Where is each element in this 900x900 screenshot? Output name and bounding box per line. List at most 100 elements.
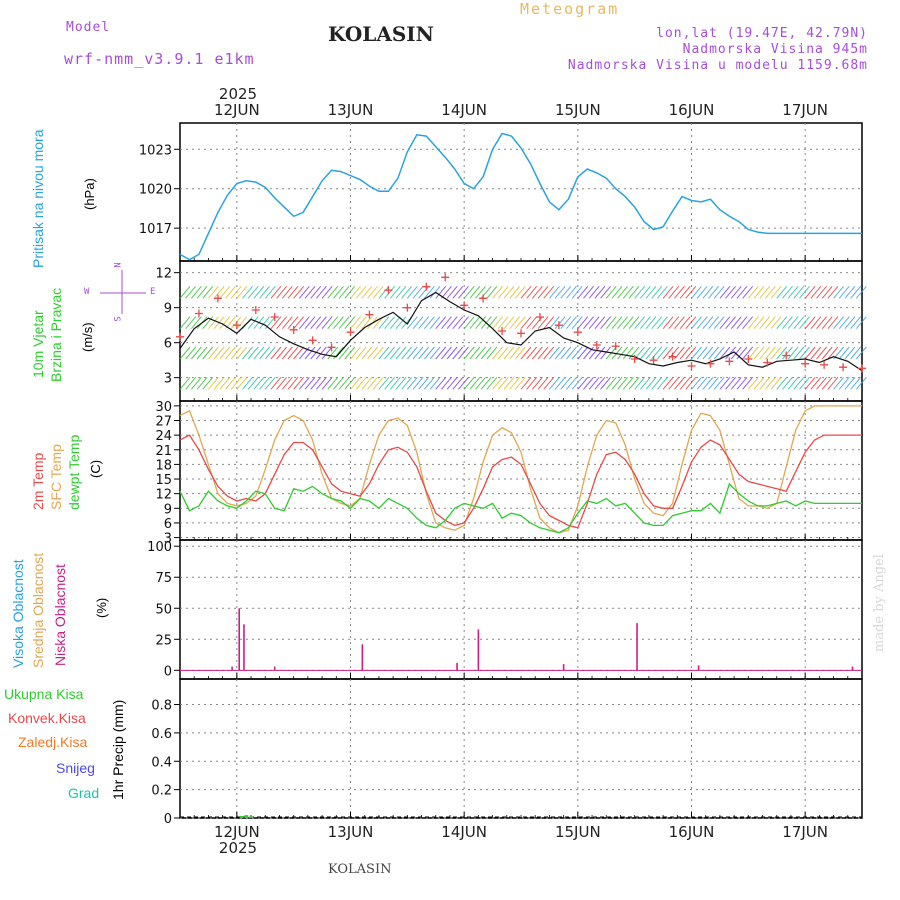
wind-barb	[247, 316, 259, 329]
wind-barb	[588, 346, 600, 360]
wind-barb	[259, 316, 270, 329]
dir-w-label: W	[84, 287, 90, 297]
wind-barb	[423, 346, 435, 360]
wind-barb	[196, 377, 208, 390]
wind-barb	[304, 286, 316, 299]
wind-barb	[685, 346, 697, 360]
temperature-tick-label: 18	[155, 458, 172, 473]
wind-barb	[247, 286, 259, 299]
wind-barb	[412, 316, 424, 329]
wind-barb	[281, 316, 293, 329]
wind-barb	[531, 377, 543, 390]
precip-bar	[244, 815, 249, 818]
wind-barb	[560, 346, 572, 360]
pressure-tick-label: 1020	[139, 183, 172, 198]
day-label-bottom: 15JUN	[555, 823, 601, 841]
wind-barb	[537, 346, 549, 360]
wind-barb	[600, 346, 611, 360]
precip-tick-label: 0.2	[151, 784, 172, 799]
sfc-temp-series	[179, 405, 862, 534]
wind-barb	[628, 377, 640, 390]
day-label-bottom: 17JUN	[782, 823, 828, 841]
wind-barb	[537, 286, 549, 299]
wind-barb	[514, 346, 526, 360]
wind-barb	[441, 316, 452, 329]
wind-barb	[827, 346, 839, 360]
wind-barb	[503, 316, 515, 329]
wind-gust-point	[384, 286, 393, 295]
wind-barb	[583, 316, 594, 329]
wind-barb	[196, 346, 208, 360]
wind-barb	[657, 286, 668, 299]
wind-barb	[685, 316, 697, 329]
wind-barb	[691, 377, 702, 390]
wind-barb	[412, 377, 424, 390]
wind-barb	[850, 377, 862, 390]
wind-barb	[816, 286, 827, 299]
wind-barb	[833, 377, 844, 390]
wind-barb	[537, 316, 549, 329]
wind-barb	[844, 286, 856, 299]
wind-barb	[787, 286, 799, 299]
wind-gust-point	[687, 362, 696, 370]
wind-barb	[747, 346, 759, 360]
wind-barb	[247, 377, 259, 390]
wind-barb	[531, 316, 543, 329]
wind-barb	[429, 377, 441, 390]
wind-barb	[628, 346, 640, 360]
wind-barb	[600, 316, 611, 329]
wind-barb	[844, 346, 856, 360]
wind-gust-point	[441, 273, 450, 282]
wind-barb	[560, 377, 572, 390]
precip-bar	[239, 815, 244, 818]
wind-tick-label: 9	[164, 302, 172, 317]
wind-barb	[600, 286, 611, 299]
precip-tick-label: 0.8	[151, 699, 172, 714]
wind-barb	[475, 316, 486, 329]
wind-barb	[486, 316, 498, 329]
wind-barb	[708, 316, 719, 329]
wind-barb	[531, 346, 543, 360]
wind-barb	[662, 316, 674, 329]
wind-barb	[298, 316, 310, 329]
precip-tick-label: 0.6	[151, 727, 172, 742]
wind-gust-point	[630, 355, 639, 363]
wind-barb	[764, 377, 776, 390]
wind-barb	[406, 377, 418, 390]
wind-barb	[435, 346, 447, 360]
wind-barb	[429, 316, 441, 329]
wind-barb	[230, 286, 242, 299]
wind-barb	[617, 346, 629, 360]
wind-gust-point	[403, 303, 412, 312]
wind-barb	[185, 346, 197, 360]
wind-barb	[588, 316, 600, 329]
wind-barb	[577, 316, 589, 329]
wind-barb	[310, 316, 322, 329]
wind-barb	[747, 316, 759, 329]
wind-barb	[350, 346, 361, 360]
wind-barb	[242, 346, 253, 360]
wind-barb	[179, 377, 191, 390]
pressure-tick-label: 1023	[139, 143, 172, 158]
wind-barb	[264, 346, 276, 360]
wind-barb	[668, 286, 680, 299]
cloud-tick-label: 25	[155, 633, 172, 648]
wind-barb	[213, 377, 225, 390]
wind-barb	[736, 316, 748, 329]
top-year-label: 2025	[219, 85, 257, 103]
wind-barb	[782, 377, 793, 390]
wind-barb	[355, 286, 367, 299]
wind-barb	[333, 316, 344, 329]
wind-barb	[463, 316, 475, 329]
wind-barb	[452, 316, 464, 329]
wind-barb	[190, 377, 202, 390]
wind-barb	[486, 377, 498, 390]
wind-barb	[662, 377, 674, 390]
day-label-bottom: 14JUN	[441, 823, 487, 841]
wind-barb	[509, 377, 521, 390]
wind-barb	[827, 316, 839, 329]
wind-barb	[270, 286, 282, 299]
wind-barb	[219, 286, 231, 299]
wind-gust-point	[422, 282, 431, 291]
wind-barb	[179, 286, 191, 299]
